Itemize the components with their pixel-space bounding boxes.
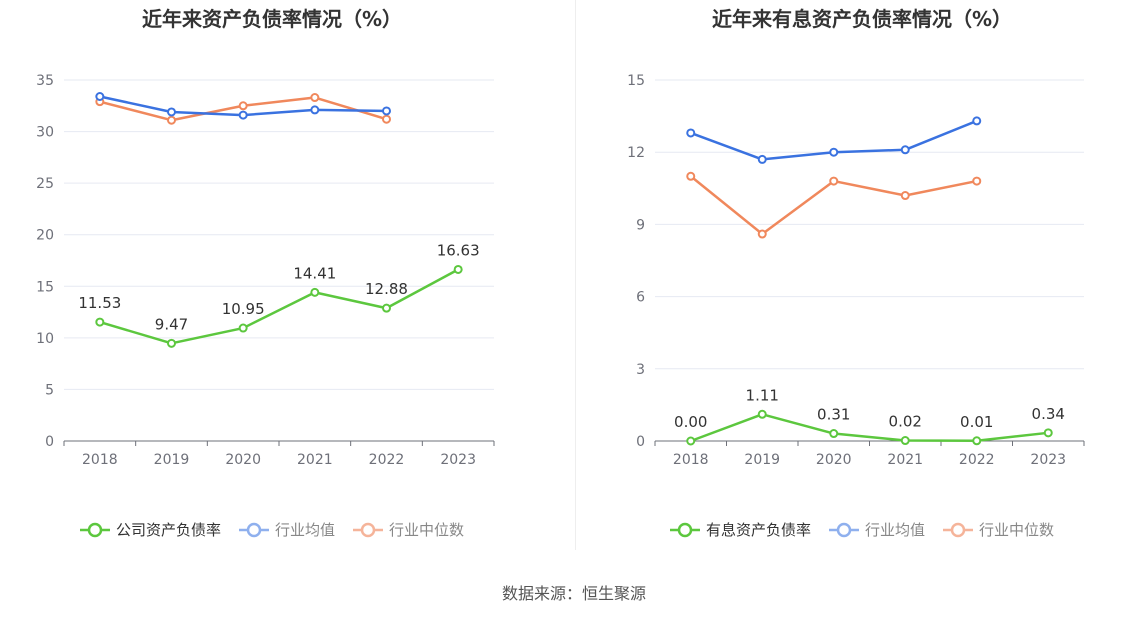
x-tick-label: 2019: [744, 452, 780, 468]
legend-swatch-marker: [87, 522, 103, 538]
legend-swatch-marker: [677, 522, 693, 538]
legend-item-industry-median: 行业中位数: [943, 521, 1054, 539]
data-point-industry-median: [167, 115, 176, 125]
series-line-company: [690, 413, 1049, 443]
legend-label: 行业中位数: [389, 521, 464, 539]
y-tick-label: 3: [636, 362, 645, 378]
chart-panel-1: 近年来资产负债率情况（%） 0 5 10 15 20 25 30 35 2018 2019 2020 2…: [36, 7, 495, 539]
data-point-industry-median: [757, 229, 767, 239]
y-tick-label: 15: [627, 73, 645, 89]
y-tick-label: 6: [636, 290, 645, 306]
data-point-industry-median: [382, 114, 391, 124]
data-point-company: [382, 303, 391, 313]
data-point-industry-mean: [972, 116, 982, 126]
chart-title: 近年来资产负债率情况（%）: [142, 7, 402, 31]
data-label: 0.34: [1032, 405, 1065, 423]
data-label: 10.95: [222, 300, 265, 318]
data-point-industry-mean: [310, 105, 320, 115]
y-tick-label: 25: [36, 176, 54, 192]
x-tick-label: 2022: [959, 452, 995, 468]
x-tick-label: 2021: [887, 452, 923, 468]
x-tick-label: 2018: [673, 452, 709, 468]
data-label: 11.53: [78, 294, 121, 312]
x-tick-label: 2021: [297, 452, 333, 468]
data-point-company: [972, 436, 982, 446]
legend-label: 公司资产负债率: [116, 521, 221, 539]
x-tick-label: 2022: [369, 452, 405, 468]
data-label: 16.63: [437, 241, 480, 259]
data-point-company: [829, 429, 839, 439]
chart-panel-2: 近年来有息资产负债率情况（%） 0 3 6 9 12 15 2018 2019 2020 2021 2…: [627, 7, 1085, 539]
data-point-company: [686, 436, 696, 446]
panel-divider: [575, 0, 576, 550]
data-label: 12.88: [365, 280, 408, 298]
data-label: 0.01: [960, 413, 993, 431]
data-point-industry-median: [829, 176, 839, 186]
data-point-industry-mean: [238, 110, 248, 120]
data-point-industry-mean: [829, 147, 839, 157]
data-point-company: [900, 436, 910, 446]
data-label: 0.02: [889, 413, 922, 431]
x-tick-label: 2018: [82, 452, 118, 468]
legend-swatch-marker: [246, 522, 262, 538]
legend-label: 行业均值: [275, 521, 335, 539]
y-tick-label: 5: [45, 382, 54, 398]
legend-label: 行业均值: [865, 521, 925, 539]
data-point-industry-median: [238, 101, 248, 111]
legend-item-company: 公司资产负债率: [80, 521, 221, 539]
legend-swatch-marker: [360, 522, 376, 538]
data-point-industry-mean: [167, 107, 176, 117]
legend-item-industry-mean: 行业均值: [829, 521, 925, 539]
y-tick-label: 35: [36, 73, 54, 89]
data-point-industry-mean: [382, 106, 391, 116]
x-tick-label: 2019: [154, 452, 190, 468]
legend-item-company: 有息资产负债率: [670, 521, 811, 539]
legend-item-industry-median: 行业中位数: [353, 521, 464, 539]
data-point-company: [453, 264, 463, 274]
data-point-company: [310, 287, 320, 297]
series-line-company: [99, 268, 459, 345]
data-point-company: [757, 409, 767, 419]
y-tick-label: 10: [36, 331, 54, 347]
legend-swatch-marker: [836, 522, 852, 538]
legend-label: 行业中位数: [979, 521, 1054, 539]
data-point-industry-median: [686, 171, 696, 181]
y-tick-label: 0: [45, 434, 54, 450]
legend-label: 有息资产负债率: [706, 521, 811, 539]
y-tick-label: 30: [36, 125, 54, 141]
x-tick-label: 2020: [816, 452, 852, 468]
data-source-note: 数据来源：恒生聚源: [501, 584, 646, 603]
data-label: 1.11: [746, 386, 779, 404]
legend-swatch-marker: [950, 522, 966, 538]
data-point-company: [167, 338, 176, 348]
chart-title: 近年来有息资产负债率情况（%）: [712, 7, 1012, 31]
data-point-company: [1043, 428, 1053, 438]
y-tick-label: 12: [627, 145, 645, 161]
y-tick-label: 0: [636, 434, 645, 450]
data-point-industry-mean: [686, 128, 696, 138]
y-tick-label: 20: [36, 228, 54, 244]
data-point-industry-median: [310, 93, 320, 103]
data-point-company: [238, 323, 248, 333]
y-tick-label: 9: [636, 217, 645, 233]
data-point-industry-mean: [95, 92, 105, 102]
y-tick-label: 15: [36, 279, 54, 295]
legend-item-industry-mean: 行业均值: [239, 521, 335, 539]
data-label: 9.47: [155, 315, 188, 333]
data-point-company: [95, 317, 105, 327]
data-point-industry-median: [972, 176, 982, 186]
x-tick-label: 2023: [1030, 452, 1066, 468]
x-tick-label: 2020: [225, 452, 261, 468]
data-point-industry-mean: [900, 145, 910, 155]
data-label: 0.31: [817, 406, 850, 424]
data-point-industry-median: [900, 191, 910, 201]
data-point-industry-mean: [757, 154, 767, 164]
data-label: 0.00: [674, 413, 707, 431]
x-tick-label: 2023: [440, 452, 476, 468]
data-label: 14.41: [293, 264, 336, 282]
